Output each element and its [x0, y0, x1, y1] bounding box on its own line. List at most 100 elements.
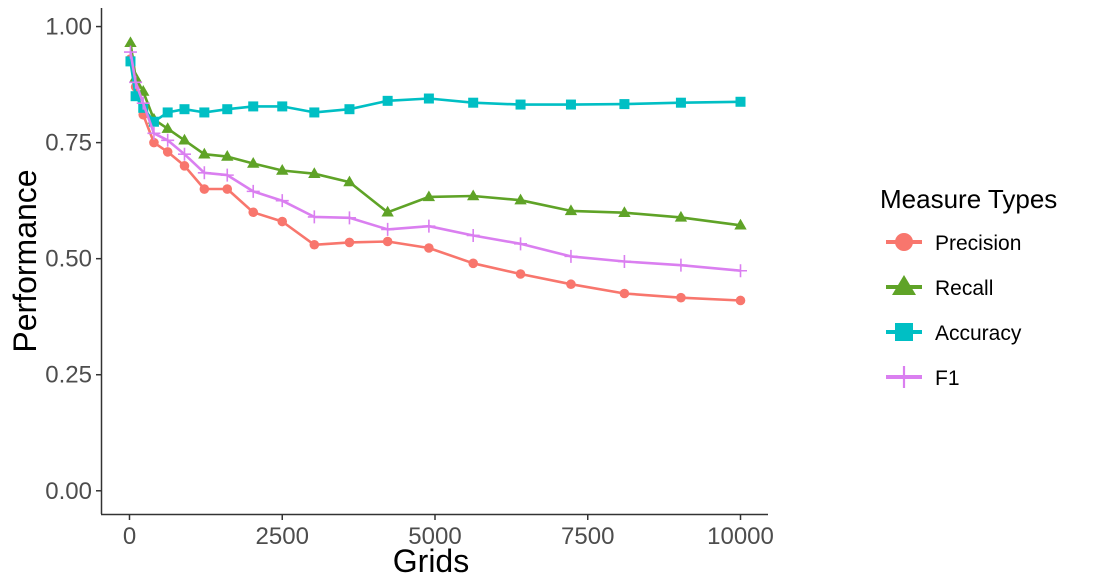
f1-point: [734, 264, 748, 278]
precision-point: [222, 184, 233, 194]
y-tick-label: 0.75: [45, 130, 92, 157]
f1-point: [147, 126, 161, 140]
accuracy-point: [565, 99, 576, 110]
recall-point: [674, 210, 688, 222]
precision-point: [468, 258, 478, 269]
recall-point: [343, 175, 356, 187]
recall-point: [422, 190, 436, 202]
f1-point: [197, 166, 211, 180]
plot-area: 0.00 0.25 0.50 0.75 1.00 0 2500 5000 7500 10000: [45, 8, 774, 550]
f1-point: [422, 219, 436, 233]
x-tick-label: 5000: [408, 523, 461, 550]
accuracy-line: [129, 61, 741, 123]
precision-point: [179, 161, 190, 171]
recall-point: [734, 218, 747, 230]
y-tick-label: 0.00: [45, 478, 92, 505]
accuracy-point: [162, 107, 173, 118]
precision-point: [382, 236, 393, 247]
f1-point: [275, 194, 289, 208]
recall-point: [198, 147, 211, 159]
recall-point: [276, 163, 289, 175]
legend-marker-plus: [894, 366, 914, 388]
accuracy-point: [735, 96, 746, 107]
precision-point: [199, 184, 210, 194]
y-axis-ticks: 0.00 0.25 0.50 0.75 1.00: [45, 14, 102, 505]
f1-line: [129, 51, 741, 272]
recall-point: [514, 193, 527, 205]
accuracy-point: [423, 93, 434, 104]
accuracy-point: [468, 97, 479, 108]
f1-point: [123, 45, 137, 59]
legend-label: Precision: [935, 232, 1021, 255]
y-tick-label: 0.50: [45, 246, 92, 273]
recall-line: [129, 42, 741, 227]
f1-point: [617, 254, 631, 268]
x-tick-label: 0: [123, 523, 136, 550]
f1-point: [381, 222, 395, 236]
legend-label: Recall: [935, 277, 993, 300]
f1-point: [161, 133, 175, 147]
precision-point: [309, 239, 320, 250]
legend-marker-circle: [895, 233, 913, 251]
x-tick-label: 7500: [561, 523, 614, 550]
legend-label: F1: [935, 367, 960, 390]
y-tick-label: 0.25: [45, 362, 92, 389]
accuracy-point: [344, 104, 355, 115]
precision-point: [149, 137, 159, 148]
f1-point: [220, 168, 234, 182]
precision-point: [566, 279, 576, 290]
f1-point: [342, 211, 356, 225]
precision-point: [277, 216, 288, 227]
series-f1: [123, 45, 748, 278]
y-tick-label: 1.00: [45, 14, 92, 41]
precision-point: [735, 295, 746, 306]
series-layer: [123, 36, 748, 306]
accuracy-point: [248, 101, 259, 112]
recall-point: [178, 133, 191, 145]
f1-point: [674, 258, 688, 272]
legend-item-recall: Recall: [886, 275, 993, 300]
accuracy-point: [309, 107, 320, 118]
precision-point: [248, 207, 259, 218]
f1-point: [246, 184, 260, 198]
accuracy-point: [277, 101, 288, 112]
legend-marker-square: [895, 323, 913, 341]
legend-title: Measure Types: [880, 184, 1057, 214]
f1-point: [514, 237, 528, 251]
f1-point: [466, 228, 480, 242]
recall-point: [564, 204, 578, 216]
legend-item-accuracy: Accuracy: [886, 322, 1022, 345]
series-accuracy: [125, 56, 746, 127]
f1-point: [307, 210, 321, 224]
accuracy-point: [619, 99, 630, 110]
legend: Measure Types Precision Recall Accuracy F1: [880, 184, 1057, 390]
x-axis-ticks: 0 2500 5000 7500 10000: [123, 514, 774, 550]
recall-point: [247, 157, 260, 168]
accuracy-point: [125, 56, 136, 67]
precision-point: [344, 237, 355, 248]
x-tick-label: 10000: [707, 523, 774, 550]
precision-point: [619, 288, 630, 299]
legend-label: Accuracy: [935, 322, 1022, 345]
f1-point: [129, 75, 143, 89]
accuracy-point: [199, 107, 210, 118]
accuracy-point: [222, 104, 233, 115]
precision-point: [515, 269, 526, 279]
series-recall: [124, 36, 747, 230]
accuracy-point: [148, 116, 159, 127]
legend-items: Precision Recall Accuracy F1: [886, 232, 1022, 390]
series-precision: [125, 54, 746, 306]
legend-item-precision: Precision: [886, 232, 1021, 255]
legend-marker-triangle: [892, 275, 916, 295]
x-axis-title: Grids: [393, 543, 469, 578]
recall-point: [381, 205, 394, 217]
f1-point: [177, 147, 191, 161]
f1-point: [564, 249, 578, 263]
x-tick-label: 2500: [256, 523, 309, 550]
recall-point: [618, 206, 631, 217]
recall-point: [161, 122, 174, 133]
precision-point: [676, 292, 686, 303]
legend-item-f1: F1: [886, 366, 960, 390]
y-axis-title: Performance: [7, 169, 43, 352]
